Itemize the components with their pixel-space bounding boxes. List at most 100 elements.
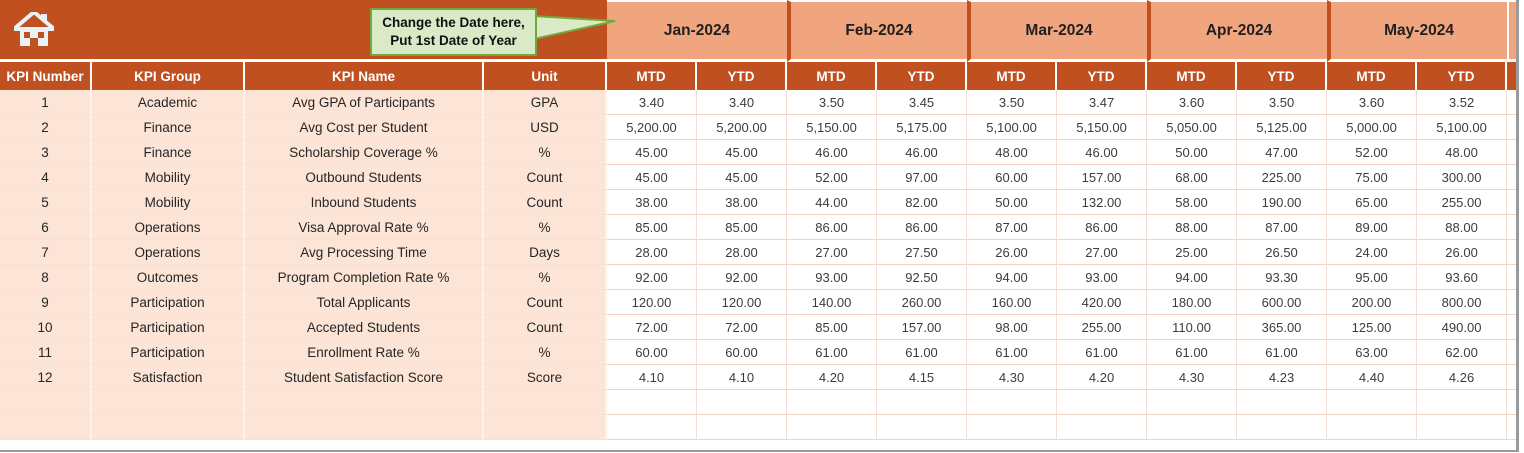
mtd-header[interactable]: MTD xyxy=(967,62,1058,90)
kpi-group-cell[interactable]: Participation xyxy=(92,290,245,315)
kpi-number-cell[interactable]: 9 xyxy=(0,290,92,315)
kpi-value-cell[interactable]: 60.00 xyxy=(607,340,697,365)
kpi-value-cell[interactable] xyxy=(1147,415,1238,440)
kpi-value-cell[interactable]: 72.00 xyxy=(697,315,788,340)
kpi-value-cell[interactable]: 3.45 xyxy=(877,90,968,115)
kpi-name-cell[interactable]: Avg Cost per Student xyxy=(245,115,484,140)
kpi-value-cell[interactable]: 3.60 xyxy=(1147,90,1238,115)
kpi-value-cell[interactable]: 27.00 xyxy=(1057,240,1148,265)
kpi-value-cell[interactable]: 300.00 xyxy=(1417,165,1508,190)
kpi-group-cell[interactable]: Satisfaction xyxy=(92,365,245,390)
kpi-value-cell[interactable]: 140.00 xyxy=(787,290,878,315)
kpi-number-header[interactable]: KPI Number xyxy=(0,62,92,90)
kpi-value-cell[interactable] xyxy=(1057,390,1148,415)
kpi-value-cell[interactable]: 95.00 xyxy=(1327,265,1418,290)
kpi-unit-cell[interactable] xyxy=(484,390,607,415)
kpi-value-cell[interactable]: 97.00 xyxy=(877,165,968,190)
kpi-value-cell[interactable]: 260.00 xyxy=(877,290,968,315)
kpi-unit-cell[interactable]: Days xyxy=(484,240,607,265)
kpi-name-cell[interactable]: Visa Approval Rate % xyxy=(245,215,484,240)
kpi-value-cell[interactable]: 88.00 xyxy=(1417,215,1508,240)
kpi-value-cell[interactable]: 48.00 xyxy=(967,140,1058,165)
kpi-value-cell[interactable]: 75.00 xyxy=(1327,165,1418,190)
kpi-value-cell[interactable]: 61.00 xyxy=(1057,340,1148,365)
kpi-value-cell[interactable]: 68.00 xyxy=(1147,165,1238,190)
kpi-value-cell[interactable] xyxy=(1327,415,1418,440)
kpi-value-cell[interactable]: 157.00 xyxy=(1057,165,1148,190)
kpi-number-cell[interactable]: 4 xyxy=(0,165,92,190)
kpi-name-cell[interactable]: Student Satisfaction Score xyxy=(245,365,484,390)
kpi-value-cell[interactable]: 72.00 xyxy=(607,315,697,340)
kpi-unit-cell[interactable]: Score xyxy=(484,365,607,390)
kpi-number-cell[interactable]: 10 xyxy=(0,315,92,340)
kpi-value-cell[interactable]: 3.52 xyxy=(1417,90,1508,115)
kpi-value-cell[interactable]: 420.00 xyxy=(1057,290,1148,315)
kpi-unit-cell[interactable]: USD xyxy=(484,115,607,140)
kpi-value-cell[interactable]: 61.00 xyxy=(1237,340,1328,365)
mtd-header[interactable]: MTD xyxy=(607,62,697,90)
kpi-value-cell[interactable]: 27.50 xyxy=(877,240,968,265)
kpi-value-cell[interactable]: 3.60 xyxy=(1327,90,1418,115)
kpi-value-cell[interactable]: 38.00 xyxy=(697,190,788,215)
kpi-value-cell[interactable]: 24.00 xyxy=(1327,240,1418,265)
kpi-value-cell[interactable] xyxy=(967,390,1058,415)
kpi-value-cell[interactable]: 92.50 xyxy=(877,265,968,290)
kpi-number-cell[interactable]: 12 xyxy=(0,365,92,390)
kpi-value-cell[interactable]: 3.50 xyxy=(967,90,1058,115)
kpi-unit-cell[interactable]: GPA xyxy=(484,90,607,115)
month-header-cell[interactable]: May-2024 xyxy=(1327,0,1508,62)
month-header-cell[interactable]: Feb-2024 xyxy=(787,0,968,62)
kpi-number-cell[interactable]: 8 xyxy=(0,265,92,290)
kpi-name-cell[interactable]: Avg GPA of Participants xyxy=(245,90,484,115)
kpi-value-cell[interactable]: 28.00 xyxy=(697,240,788,265)
kpi-number-cell[interactable]: 6 xyxy=(0,215,92,240)
kpi-number-cell[interactable]: 11 xyxy=(0,340,92,365)
kpi-value-cell[interactable]: 200.00 xyxy=(1327,290,1418,315)
kpi-value-cell[interactable] xyxy=(1237,415,1328,440)
kpi-value-cell[interactable]: 5,175.00 xyxy=(877,115,968,140)
kpi-value-cell[interactable]: 25.00 xyxy=(1147,240,1238,265)
kpi-group-cell[interactable]: Academic xyxy=(92,90,245,115)
kpi-value-cell[interactable]: 125.00 xyxy=(1327,315,1418,340)
kpi-group-cell[interactable] xyxy=(92,415,245,440)
kpi-unit-cell[interactable]: Count xyxy=(484,315,607,340)
kpi-value-cell[interactable]: 5,050.00 xyxy=(1147,115,1238,140)
kpi-group-cell[interactable]: Participation xyxy=(92,315,245,340)
kpi-unit-cell[interactable]: Count xyxy=(484,290,607,315)
kpi-value-cell[interactable] xyxy=(1147,390,1238,415)
kpi-value-cell[interactable]: 4.30 xyxy=(1147,365,1238,390)
kpi-value-cell[interactable]: 93.60 xyxy=(1417,265,1508,290)
kpi-value-cell[interactable] xyxy=(1417,390,1508,415)
kpi-value-cell[interactable]: 3.47 xyxy=(1057,90,1148,115)
kpi-number-cell[interactable]: 7 xyxy=(0,240,92,265)
kpi-value-cell[interactable]: 50.00 xyxy=(967,190,1058,215)
mtd-header[interactable]: MTD xyxy=(787,62,878,90)
kpi-number-cell[interactable]: 2 xyxy=(0,115,92,140)
kpi-unit-cell[interactable]: Count xyxy=(484,190,607,215)
kpi-unit-cell[interactable]: % xyxy=(484,340,607,365)
kpi-value-cell[interactable]: 58.00 xyxy=(1147,190,1238,215)
kpi-value-cell[interactable]: 28.00 xyxy=(607,240,697,265)
kpi-number-cell[interactable]: 5 xyxy=(0,190,92,215)
kpi-value-cell[interactable]: 46.00 xyxy=(787,140,878,165)
kpi-value-cell[interactable]: 93.00 xyxy=(1057,265,1148,290)
unit-header[interactable]: Unit xyxy=(484,62,607,90)
kpi-value-cell[interactable]: 45.00 xyxy=(607,165,697,190)
mtd-header[interactable]: MTD xyxy=(1147,62,1238,90)
kpi-value-cell[interactable]: 60.00 xyxy=(967,165,1058,190)
kpi-value-cell[interactable] xyxy=(877,415,968,440)
kpi-value-cell[interactable]: 26.00 xyxy=(967,240,1058,265)
kpi-value-cell[interactable]: 120.00 xyxy=(697,290,788,315)
kpi-value-cell[interactable]: 26.00 xyxy=(1417,240,1508,265)
kpi-name-header[interactable]: KPI Name xyxy=(245,62,484,90)
kpi-value-cell[interactable]: 93.00 xyxy=(787,265,878,290)
kpi-value-cell[interactable]: 46.00 xyxy=(877,140,968,165)
kpi-value-cell[interactable] xyxy=(967,415,1058,440)
kpi-value-cell[interactable]: 4.20 xyxy=(787,365,878,390)
kpi-value-cell[interactable]: 4.30 xyxy=(967,365,1058,390)
kpi-unit-cell[interactable]: % xyxy=(484,140,607,165)
kpi-value-cell[interactable]: 4.20 xyxy=(1057,365,1148,390)
kpi-value-cell[interactable]: 5,150.00 xyxy=(787,115,878,140)
kpi-value-cell[interactable] xyxy=(697,415,788,440)
kpi-group-cell[interactable] xyxy=(92,390,245,415)
